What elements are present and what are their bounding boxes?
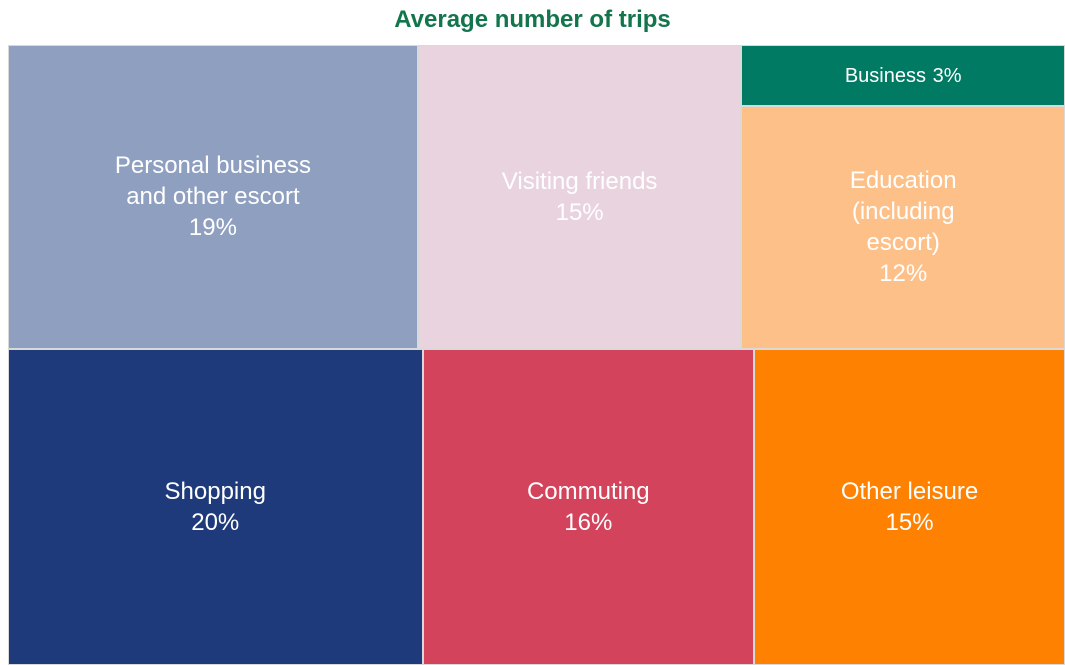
- chart-title: Average number of trips: [394, 6, 671, 33]
- tile: Commuting 16%: [422, 348, 755, 665]
- tile: Visiting friends 15%: [417, 45, 742, 349]
- category-label: Shopping: [164, 477, 266, 505]
- tile: Personal business and other escort 19%: [8, 45, 418, 349]
- value-label: 15%: [885, 508, 934, 536]
- tile: Education (including escort) 12%: [741, 105, 1065, 349]
- value-label: 12%: [879, 260, 928, 288]
- category-label: Visiting friends: [501, 167, 658, 195]
- tile-label: Business 3%: [845, 59, 962, 92]
- value-label: 16%: [564, 508, 613, 536]
- treemap: Personal business and other escort 19% Vis…: [8, 45, 1065, 665]
- tile: Business 3%: [741, 45, 1065, 106]
- value-label: 3%: [932, 64, 962, 87]
- category-label: Personal business and other escort: [114, 152, 311, 211]
- category-label: Education (including escort): [849, 167, 957, 257]
- category-label: Business: [844, 64, 926, 87]
- value-label: 19%: [188, 214, 237, 242]
- tile: Shopping 20%: [8, 348, 423, 665]
- category-label: Other leisure: [840, 477, 979, 505]
- category-label: Commuting: [526, 477, 650, 505]
- value-label: 15%: [555, 198, 604, 226]
- tile: Other leisure 15%: [754, 348, 1065, 665]
- value-label: 20%: [191, 508, 240, 536]
